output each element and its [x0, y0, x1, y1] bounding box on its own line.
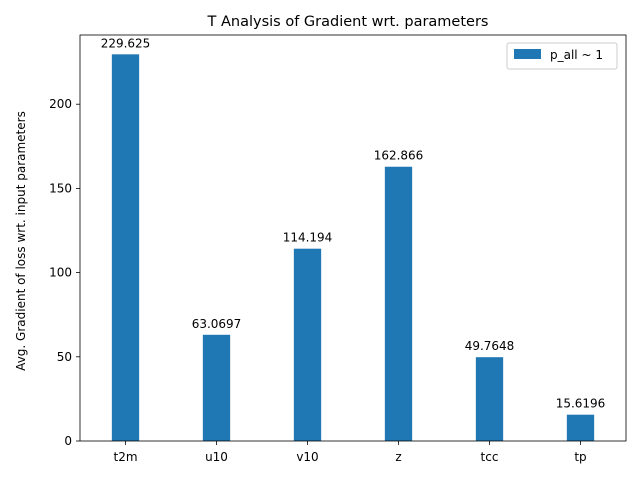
- x-tick-label-v10: v10: [296, 450, 318, 464]
- data-label-u10: 63.0697: [192, 317, 242, 331]
- x-tick-label-tcc: tcc: [481, 450, 499, 464]
- x-tick-label-u10: u10: [205, 450, 228, 464]
- data-label-tcc: 49.7648: [465, 339, 515, 353]
- x-tick-label-z: z: [395, 450, 401, 464]
- data-label-t2m: 229.625: [101, 36, 151, 50]
- data-label-tp: 15.6196: [556, 397, 606, 411]
- y-tick-label-200: 200: [49, 97, 72, 111]
- x-tick-label-tp: tp: [574, 450, 586, 464]
- y-tick-label-100: 100: [49, 266, 72, 280]
- data-labels-layer: 229.625 63.0697 114.194 162.866 49.7648 15.61…: [101, 36, 606, 410]
- y-tick-label-0: 0: [64, 434, 72, 448]
- bar-tp: [566, 414, 595, 441]
- bar-u10: [202, 334, 231, 441]
- axes-layer: t2m u10 v10 z tcc tp 0 50 100 150 200: [49, 34, 627, 464]
- bar-v10: [293, 248, 322, 441]
- x-tick-label-t2m: t2m: [113, 450, 137, 464]
- plot-frame: [79, 34, 627, 442]
- legend-swatch: [514, 49, 541, 59]
- bar-tcc: [475, 357, 504, 441]
- y-axis-label: Avg. Gradient of loss wrt. input paramet…: [14, 111, 28, 371]
- legend: p_all ~ 1: [506, 42, 618, 70]
- data-label-z: 162.866: [374, 149, 424, 163]
- bar-t2m: [111, 54, 140, 442]
- legend-label: p_all ~ 1: [550, 48, 603, 62]
- y-tick-label-50: 50: [57, 350, 72, 364]
- data-label-v10: 114.194: [283, 231, 333, 245]
- y-tick-label-150: 150: [49, 181, 72, 195]
- bars-layer: [111, 54, 595, 442]
- bar-z: [384, 166, 413, 441]
- chart-title: T Analysis of Gradient wrt. parameters: [207, 14, 489, 30]
